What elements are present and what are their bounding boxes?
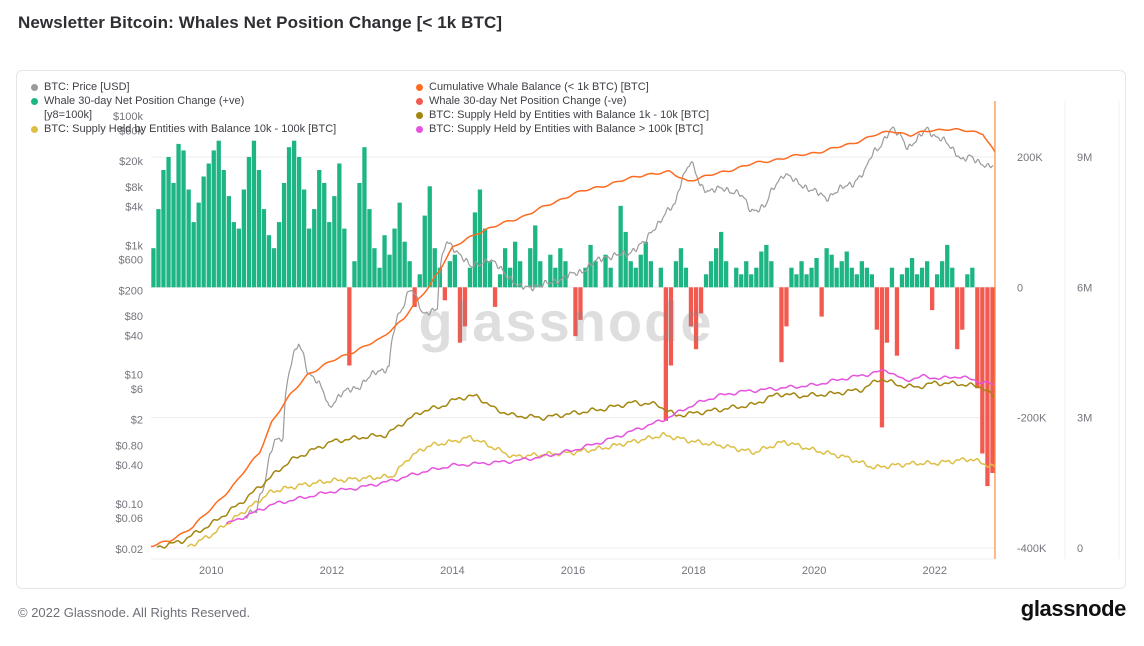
svg-text:2022: 2022	[922, 565, 946, 577]
legend-swatch-icon	[31, 97, 38, 105]
legend-item[interactable]: BTC: Supply Held by Entities with Balanc…	[416, 122, 709, 136]
svg-text:$8k: $8k	[125, 182, 143, 194]
svg-text:2012: 2012	[320, 565, 344, 577]
glassnode-logo: glassnode	[1020, 596, 1127, 621]
legend-swatch-icon	[416, 111, 423, 119]
legend-item[interactable]: BTC: Price [USD]	[31, 80, 336, 94]
legend-column-left: BTC: Price [USD] Whale 30-day Net Positio…	[31, 80, 336, 136]
legend-item[interactable]: BTC: Supply Held by Entities with Balanc…	[31, 122, 336, 136]
line-supply-10k-100k	[186, 431, 996, 548]
legend-label: BTC: Supply Held by Entities with Balanc…	[44, 123, 337, 135]
axis-net-change-right: 200K 0 -200K -400K	[1017, 152, 1047, 555]
legend-sublabel: [y8=100k]	[44, 109, 93, 121]
svg-text:-200K: -200K	[1017, 413, 1047, 425]
svg-text:$20k: $20k	[119, 156, 143, 168]
legend-column-right: Cumulative Whale Balance (< 1k BTC) [BTC…	[416, 80, 709, 136]
svg-text:$600: $600	[119, 255, 143, 267]
svg-text:9M: 9M	[1077, 152, 1092, 164]
svg-text:200K: 200K	[1017, 152, 1043, 164]
svg-text:$80: $80	[125, 311, 143, 323]
svg-text:$10: $10	[125, 370, 143, 382]
svg-text:$0.02: $0.02	[115, 544, 143, 556]
svg-text:2010: 2010	[199, 565, 223, 577]
legend-item[interactable]: Whale 30-day Net Position Change (-ve)	[416, 94, 709, 108]
svg-text:2014: 2014	[440, 565, 464, 577]
svg-text:2016: 2016	[561, 565, 585, 577]
svg-text:$0.40: $0.40	[115, 460, 143, 472]
svg-text:3M: 3M	[1077, 413, 1092, 425]
line-supply-1k-10k	[156, 379, 996, 549]
legend-label: Cumulative Whale Balance (< 1k BTC) [BTC…	[429, 81, 649, 93]
svg-text:$60k: $60k	[119, 125, 143, 137]
line-supply-gt-100k	[225, 369, 995, 525]
page-title: Newsletter Bitcoin: Whales Net Position …	[18, 13, 503, 32]
legend-label: BTC: Price [USD]	[44, 81, 130, 93]
svg-text:$0.80: $0.80	[115, 440, 143, 452]
axis-supply-right: 9M 6M 3M 0	[1077, 152, 1092, 555]
svg-text:-400K: -400K	[1017, 543, 1047, 555]
axis-price-left: $100k $60k $20k $8k $4k $1k $600 $200 $80 $40 $10 $…	[113, 111, 143, 556]
svg-text:$1k: $1k	[125, 240, 143, 252]
legend-swatch-icon	[416, 125, 423, 133]
svg-text:$4k: $4k	[125, 201, 143, 213]
chart-canvas[interactable]: 200K 0 -200K -400K 9M 6M 3M 0 $100k $60k $20k $8k $4…	[17, 71, 1125, 588]
legend-swatch-icon	[416, 83, 423, 91]
chart-card: 200K 0 -200K -400K 9M 6M 3M 0 $100k $60k $20k $8k $4…	[16, 70, 1126, 589]
svg-text:2018: 2018	[681, 565, 705, 577]
svg-text:6M: 6M	[1077, 282, 1092, 294]
svg-text:$40: $40	[125, 331, 143, 343]
svg-text:$0.06: $0.06	[115, 513, 143, 525]
legend-swatch-icon	[416, 97, 423, 105]
line-cumulative-whale-balance	[150, 127, 996, 548]
svg-text:$2: $2	[131, 415, 143, 427]
bars-net-position-change	[151, 140, 995, 487]
svg-text:$100k: $100k	[113, 111, 143, 123]
footer-copyright: © 2022 Glassnode. All Rights Reserved.	[18, 605, 251, 620]
legend-item[interactable]: BTC: Supply Held by Entities with Balanc…	[416, 108, 709, 122]
svg-text:2020: 2020	[802, 565, 826, 577]
line-btc-price	[244, 126, 994, 519]
legend-label: BTC: Supply Held by Entities with Balanc…	[429, 109, 710, 121]
legend-item[interactable]: Cumulative Whale Balance (< 1k BTC) [BTC…	[416, 80, 709, 94]
svg-text:$200: $200	[119, 285, 143, 297]
legend-label: Whale 30-day Net Position Change (-ve)	[429, 95, 627, 107]
watermark: glassnode	[419, 290, 714, 353]
legend-swatch-icon	[31, 83, 38, 91]
gridlines	[151, 101, 1120, 560]
svg-text:$0.10: $0.10	[115, 499, 143, 511]
svg-text:0: 0	[1017, 282, 1023, 294]
legend-label: Whale 30-day Net Position Change (+ve)	[44, 95, 245, 107]
legend-label: BTC: Supply Held by Entities with Balanc…	[429, 123, 704, 135]
x-axis: 2010 2012 2014 2016 2018 2020 2022	[199, 565, 947, 577]
legend-swatch-icon	[31, 125, 38, 133]
svg-text:$6: $6	[131, 384, 143, 396]
svg-text:0: 0	[1077, 543, 1083, 555]
legend-item[interactable]: Whale 30-day Net Position Change (+ve)	[31, 94, 336, 108]
